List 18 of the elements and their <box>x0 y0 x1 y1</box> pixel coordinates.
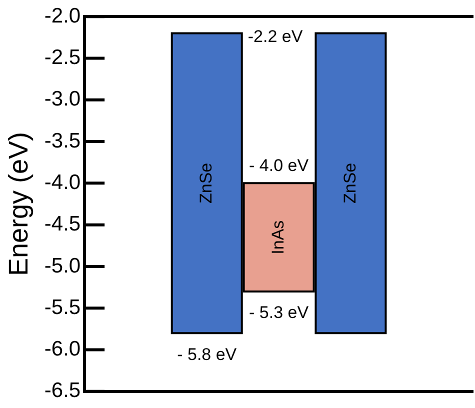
annotation: - 4.0 eV <box>249 156 310 175</box>
y-tick-label: -6.0 <box>44 338 81 361</box>
x-tick-label: ZnSe <box>196 162 216 204</box>
annotation: - 5.3 eV <box>249 303 310 322</box>
y-tick-label: -2.5 <box>44 46 81 70</box>
y-tick-label: -6.5 <box>44 379 81 402</box>
annotation: -2.2 eV <box>248 26 304 46</box>
annotation: - 5.8 eV <box>177 344 238 364</box>
y-tick-label: -4.0 <box>44 170 81 194</box>
y-tick-label: -3.0 <box>44 88 81 111</box>
y-tick-label: -5.0 <box>44 254 81 278</box>
x-tick-label: ZnSe <box>340 162 360 204</box>
y-tick-label: -5.5 <box>44 296 81 319</box>
y-axis-title: Energy (eV) <box>4 132 34 276</box>
y-tick-label: -3.5 <box>44 129 81 152</box>
y-tick-label: -4.5 <box>44 212 81 236</box>
x-tick-label: InAs <box>268 220 288 254</box>
y-tick-label: -2.0 <box>44 4 81 28</box>
